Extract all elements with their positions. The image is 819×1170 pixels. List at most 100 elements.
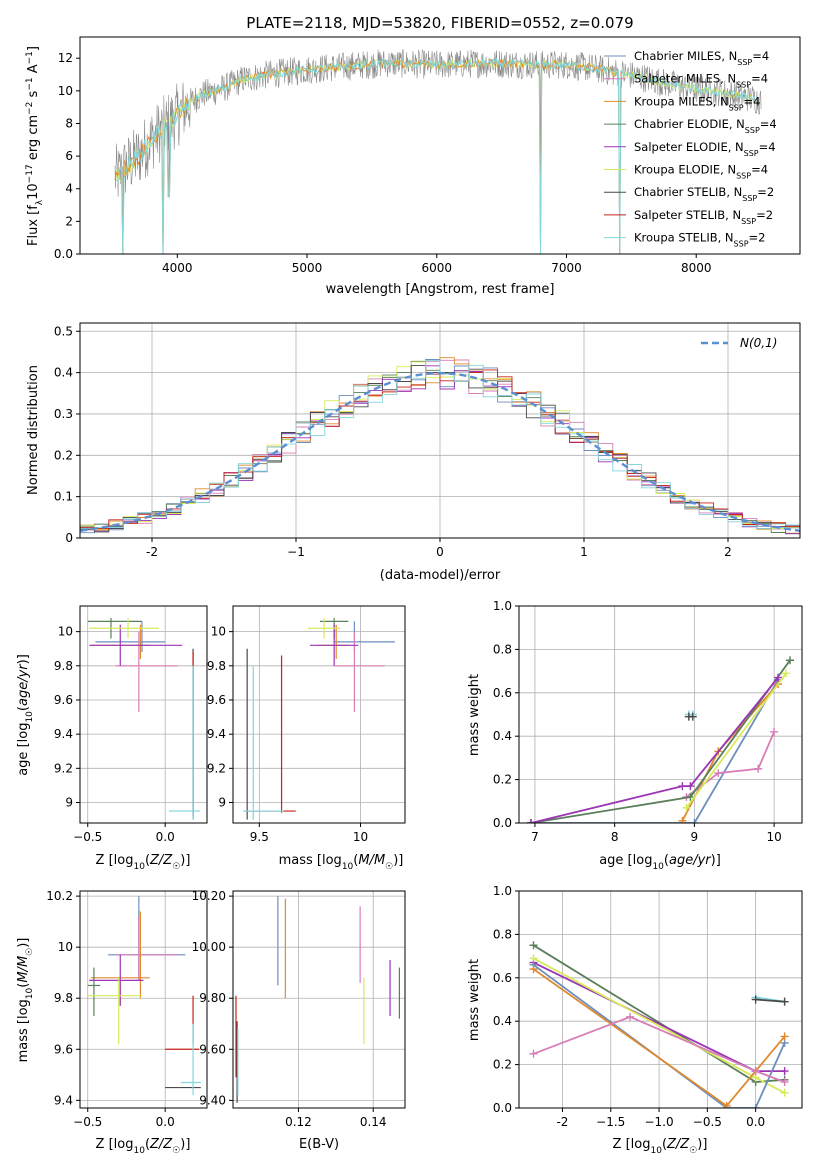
age-vs-Z-xlabel-part: Z [log xyxy=(96,853,134,868)
weight_vs_Z-tick-label-x: −1.5 xyxy=(596,1115,625,1129)
spectrum-tick-label-y: 4 xyxy=(65,182,73,196)
weight_vs_age-marker-salpeter_miles xyxy=(770,727,779,736)
weight-vs-age-ylabel: mass weight xyxy=(467,674,482,756)
weight-vs-Z-xlabel: Z [log10(Z/Z☉)] xyxy=(613,1137,708,1156)
residual_histogram-tick-label-y: 0.1 xyxy=(54,490,73,504)
mass_vs_Z-tick-label-y: 10.2 xyxy=(46,889,73,903)
age_vs_mass-tick-label-x: 9.5 xyxy=(250,830,269,844)
weight_vs_age-plot-area xyxy=(526,656,795,823)
age_vs_Z-tick-label-x: 0.0 xyxy=(156,830,175,844)
age_vs_mass-frame xyxy=(232,605,406,824)
age_vs_mass-tick-label-y: 10 xyxy=(211,625,226,639)
age-vs-mass-xlabel-part: M/M xyxy=(358,853,385,868)
residual_histogram-plot-area xyxy=(80,357,800,535)
legend-tail: =2 xyxy=(756,208,773,222)
mass-vs-Z-xlabel-part: Z [log xyxy=(96,1137,134,1152)
spectrum-ylabel-part: −2 xyxy=(25,102,35,115)
spectrum-ylabel-part: ] xyxy=(26,46,41,51)
spectrum-ylabel-part: 10 xyxy=(26,183,41,200)
residual_histogram-tick-label-y: 0.2 xyxy=(54,448,73,462)
spectrum-ylabel-part: −1 xyxy=(25,51,35,64)
legend-tail: =4 xyxy=(751,163,768,177)
age-vs-Z-xlabel-part: 10 xyxy=(133,862,145,872)
legend-sub: SSP xyxy=(741,216,756,225)
legend-sub: SSP xyxy=(737,58,752,67)
weight-vs-age-xlabel-part: 10 xyxy=(652,862,664,872)
weight-vs-Z-xlabel-part: ☉ xyxy=(689,1146,697,1156)
spectrum-tick-label-x: 8000 xyxy=(681,261,712,275)
mass-vs-Z-xlabel-part: ☉ xyxy=(172,1146,180,1156)
legend-sub: SSP xyxy=(736,80,751,89)
weight_vs_age-series-chabrier_elodie xyxy=(530,659,791,823)
age_vs_Z-tick-label-y: 9.8 xyxy=(54,659,73,673)
weight_vs_Z-marker-kroupa_elodie xyxy=(780,1088,789,1097)
weight_vs_age-marker-chabrier_stelib xyxy=(688,712,697,721)
spectrum-xlabel: wavelength [Angstrom, rest frame] xyxy=(326,282,555,297)
weight_vs_age-tick-label-y: 0.0 xyxy=(493,816,512,830)
weight-vs-age-xlabel-part: age [log xyxy=(599,853,652,868)
weight_vs_age-marker-salpeter_miles xyxy=(754,764,763,773)
spectrum-ylabel: Flux [fλ10−17 erg cm−2 s−1 A−1] xyxy=(25,46,45,246)
weight_vs_Z-tick-label-y: 1.0 xyxy=(493,884,512,898)
histogram-series-kroupa_stelib xyxy=(80,359,800,529)
mass_vs_EBV-tick-label-x: 0.12 xyxy=(285,1115,312,1129)
legend-label: Salpeter STELIB, N xyxy=(634,208,741,222)
weight-vs-Z-xlabel-part: Z/Z xyxy=(666,1137,690,1152)
age-vs-Z-xlabel-part: ☉ xyxy=(172,862,180,872)
spectrum-tick-label-y: 0.0 xyxy=(54,247,73,261)
mass-vs-Z-ylabel-part: 10 xyxy=(25,987,35,999)
spectrum-ylabel-part: erg cm xyxy=(26,115,41,164)
residual_histogram-panel: -2 −1 0 1 2 0 0.1 0.2 0.3 0.4 0.5 Normed distributi… xyxy=(26,322,801,583)
mass-vs-Z-xlabel-part: Z/Z xyxy=(149,1137,173,1152)
spectrum-tick-label-y: 6 xyxy=(65,149,73,163)
legend-entry-salpeter_miles: Salpeter MILES, NSSP=4 xyxy=(634,72,768,90)
mass_vs_EBV-tick-label-x: 0.14 xyxy=(360,1115,387,1129)
weight-vs-Z-xlabel-part: ( xyxy=(662,1137,667,1152)
weight_vs_Z-marker-chabrier_elodie xyxy=(529,941,538,950)
mass-vs-Z-xlabel: Z [log10(Z/Z☉)] xyxy=(96,1137,191,1156)
legend-entry-chabrier_miles: Chabrier MILES, NSSP=4 xyxy=(634,49,769,67)
weight_vs_Z-tick-label-y: 0.6 xyxy=(493,971,512,985)
mass_vs_Z-tick-label-y: 9.6 xyxy=(54,1042,73,1056)
age_vs_Z-tick-label-y: 9.2 xyxy=(54,761,73,775)
mass_vs_Z-tick-label-x: 0.0 xyxy=(156,1115,175,1129)
weight_vs_age-tick-label-y: 0.4 xyxy=(493,729,512,743)
weight-vs-Z-ylabel: mass weight xyxy=(467,959,482,1041)
legend-tail: =4 xyxy=(752,49,769,63)
mass_vs_Z-tick-label-y: 10 xyxy=(58,940,73,954)
mass-vs-Z-ylabel-part: M/M xyxy=(16,956,31,983)
legend-entry-salpeter_stelib: Salpeter STELIB, NSSP=2 xyxy=(634,208,773,226)
normal-curve xyxy=(80,371,800,532)
age-vs-Z-ylabel-part: ( xyxy=(16,706,31,711)
age_vs_mass-tick-label-x: 10 xyxy=(353,830,368,844)
age-vs-Z-xlabel-part: ( xyxy=(145,853,150,868)
spectrum-frame xyxy=(79,36,801,255)
weight_vs_age-tick-label-y: 0.2 xyxy=(493,773,512,787)
histogram-ylabel: Normed distribution xyxy=(26,365,41,495)
legend-label: Kroupa STELIB, N xyxy=(634,231,734,245)
legend-label: Salpeter MILES, N xyxy=(634,72,736,86)
mass_vs_EBV-plot-area xyxy=(235,896,400,1103)
legend-tail: =4 xyxy=(751,72,768,86)
legend-entry-normal: N(0,1) xyxy=(740,336,777,350)
residual_histogram-tick-label-x: −1 xyxy=(287,545,305,559)
age-vs-Z-ylabel: age [log10(age/yr)] xyxy=(16,654,35,776)
spectrum-ylabel-part: A xyxy=(26,64,41,77)
age-vs-Z-ylabel-part: age [log xyxy=(16,723,31,776)
age_vs_Z-tick-label-x: −0.5 xyxy=(73,830,102,844)
legend-tail: =4 xyxy=(759,140,776,154)
mass-vs-Z-xlabel-part: 10 xyxy=(133,1146,145,1156)
weight_vs_Z-tick-label-x: 0.0 xyxy=(746,1115,765,1129)
legend-sub: SSP xyxy=(744,148,759,157)
weight_vs_age-tick-label-y: 0.8 xyxy=(493,642,512,656)
spectrum-ylabel-part: s xyxy=(26,90,41,101)
weight_vs_Z-tick-label-y: 0.2 xyxy=(493,1058,512,1072)
legend-entry-chabrier_elodie: Chabrier ELODIE, NSSP=4 xyxy=(634,117,777,135)
weight_vs_age-tick-label-x: 8 xyxy=(611,830,619,844)
weight_vs_Z-tick-label-y: 0.8 xyxy=(493,927,512,941)
mass-vs-Z-xlabel-part: ( xyxy=(145,1137,150,1152)
weight-vs-age-xlabel-part: age/yr xyxy=(669,853,712,868)
legend-label: Chabrier MILES, N xyxy=(634,49,737,63)
